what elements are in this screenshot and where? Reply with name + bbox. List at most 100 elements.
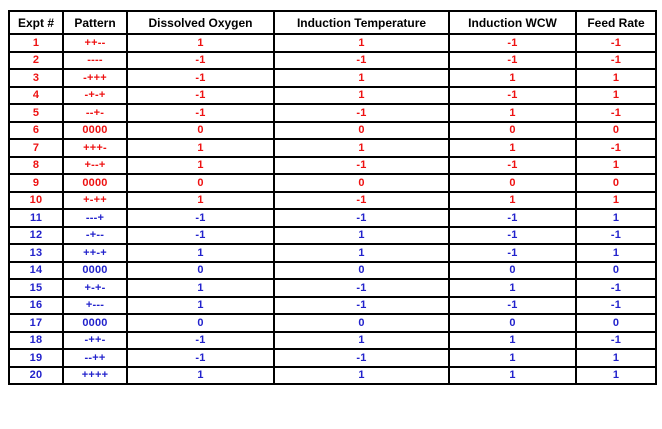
table-row: 13 ++-+ 1 1 -1 1 bbox=[8, 243, 657, 263]
induction-wcw-cell: 0 bbox=[448, 260, 577, 280]
table-row: 9 0000 0 0 0 0 bbox=[8, 173, 657, 193]
feed-rate-cell: 1 bbox=[575, 85, 657, 105]
induction-temperature-cell: 1 bbox=[273, 330, 450, 350]
expt-number-cell: 7 bbox=[8, 138, 64, 158]
column-header: Induction WCW bbox=[448, 10, 577, 35]
feed-rate-cell: -1 bbox=[575, 50, 657, 70]
column-header: Dissolved Oxygen bbox=[126, 10, 275, 35]
induction-wcw-cell: 1 bbox=[448, 68, 577, 88]
feed-rate-cell: -1 bbox=[575, 138, 657, 158]
induction-wcw-cell: 1 bbox=[448, 103, 577, 123]
expt-number-cell: 19 bbox=[8, 348, 64, 368]
induction-wcw-cell: -1 bbox=[448, 50, 577, 70]
table-row: 3 -+++ -1 1 1 1 bbox=[8, 68, 657, 88]
induction-temperature-cell: 1 bbox=[273, 243, 450, 263]
pattern-cell: 0000 bbox=[62, 260, 128, 280]
table-header: Expt # Pattern Dissolved Oxygen Induction T… bbox=[8, 10, 657, 35]
feed-rate-cell: -1 bbox=[575, 295, 657, 315]
pattern-cell: +-+- bbox=[62, 278, 128, 298]
induction-wcw-cell: 1 bbox=[448, 190, 577, 210]
induction-wcw-cell: 1 bbox=[448, 278, 577, 298]
dissolved-oxygen-cell: -1 bbox=[126, 330, 275, 350]
expt-number-cell: 4 bbox=[8, 85, 64, 105]
pattern-cell: +++- bbox=[62, 138, 128, 158]
feed-rate-cell: -1 bbox=[575, 330, 657, 350]
induction-temperature-cell: -1 bbox=[273, 190, 450, 210]
dissolved-oxygen-cell: 1 bbox=[126, 365, 275, 385]
table-row: 4 -+-+ -1 1 -1 1 bbox=[8, 85, 657, 105]
induction-wcw-cell: 0 bbox=[448, 173, 577, 193]
induction-wcw-cell: -1 bbox=[448, 155, 577, 175]
induction-wcw-cell: -1 bbox=[448, 225, 577, 245]
induction-temperature-cell: 1 bbox=[273, 225, 450, 245]
pattern-cell: -+-+ bbox=[62, 85, 128, 105]
induction-temperature-cell: 0 bbox=[273, 313, 450, 333]
pattern-cell: ---- bbox=[62, 50, 128, 70]
induction-temperature-cell: 1 bbox=[273, 138, 450, 158]
feed-rate-cell: 1 bbox=[575, 68, 657, 88]
induction-wcw-cell: 1 bbox=[448, 348, 577, 368]
pattern-cell: -+++ bbox=[62, 68, 128, 88]
feed-rate-cell: 1 bbox=[575, 348, 657, 368]
feed-rate-cell: 0 bbox=[575, 260, 657, 280]
expt-number-cell: 13 bbox=[8, 243, 64, 263]
table-row: 1 ++-- 1 1 -1 -1 bbox=[8, 33, 657, 53]
feed-rate-cell: 1 bbox=[575, 208, 657, 228]
pattern-cell: -++- bbox=[62, 330, 128, 350]
dissolved-oxygen-cell: -1 bbox=[126, 50, 275, 70]
induction-temperature-cell: 0 bbox=[273, 120, 450, 140]
induction-wcw-cell: -1 bbox=[448, 85, 577, 105]
table-row: 20 ++++ 1 1 1 1 bbox=[8, 365, 657, 385]
expt-number-cell: 14 bbox=[8, 260, 64, 280]
table-row: 10 +-++ 1 -1 1 1 bbox=[8, 190, 657, 210]
expt-number-cell: 16 bbox=[8, 295, 64, 315]
table-row: 18 -++- -1 1 1 -1 bbox=[8, 330, 657, 350]
feed-rate-cell: 1 bbox=[575, 155, 657, 175]
feed-rate-cell: 1 bbox=[575, 365, 657, 385]
feed-rate-cell: 0 bbox=[575, 173, 657, 193]
dissolved-oxygen-cell: 1 bbox=[126, 190, 275, 210]
column-header: Induction Temperature bbox=[273, 10, 450, 35]
dissolved-oxygen-cell: 1 bbox=[126, 138, 275, 158]
table-row: 11 ---+ -1 -1 -1 1 bbox=[8, 208, 657, 228]
feed-rate-cell: 1 bbox=[575, 243, 657, 263]
pattern-cell: --+- bbox=[62, 103, 128, 123]
dissolved-oxygen-cell: -1 bbox=[126, 103, 275, 123]
pattern-cell: +-++ bbox=[62, 190, 128, 210]
feed-rate-cell: 1 bbox=[575, 190, 657, 210]
feed-rate-cell: 0 bbox=[575, 313, 657, 333]
table-row: 5 --+- -1 -1 1 -1 bbox=[8, 103, 657, 123]
column-header: Feed Rate bbox=[575, 10, 657, 35]
induction-temperature-cell: -1 bbox=[273, 208, 450, 228]
induction-wcw-cell: 1 bbox=[448, 365, 577, 385]
induction-wcw-cell: -1 bbox=[448, 295, 577, 315]
feed-rate-cell: -1 bbox=[575, 33, 657, 53]
dissolved-oxygen-cell: -1 bbox=[126, 348, 275, 368]
dissolved-oxygen-cell: -1 bbox=[126, 85, 275, 105]
induction-wcw-cell: -1 bbox=[448, 33, 577, 53]
column-header: Pattern bbox=[62, 10, 128, 35]
induction-wcw-cell: -1 bbox=[448, 208, 577, 228]
table-row: 16 +--- 1 -1 -1 -1 bbox=[8, 295, 657, 315]
pattern-cell: 0000 bbox=[62, 120, 128, 140]
expt-number-cell: 5 bbox=[8, 103, 64, 123]
table-row: 17 0000 0 0 0 0 bbox=[8, 313, 657, 333]
expt-number-cell: 8 bbox=[8, 155, 64, 175]
pattern-cell: ---+ bbox=[62, 208, 128, 228]
induction-wcw-cell: 0 bbox=[448, 120, 577, 140]
pattern-cell: ++-+ bbox=[62, 243, 128, 263]
induction-temperature-cell: 0 bbox=[273, 260, 450, 280]
expt-number-cell: 6 bbox=[8, 120, 64, 140]
pattern-cell: --++ bbox=[62, 348, 128, 368]
pattern-cell: 0000 bbox=[62, 173, 128, 193]
induction-temperature-cell: -1 bbox=[273, 295, 450, 315]
induction-temperature-cell: -1 bbox=[273, 278, 450, 298]
expt-number-cell: 2 bbox=[8, 50, 64, 70]
dissolved-oxygen-cell: 1 bbox=[126, 278, 275, 298]
pattern-cell: 0000 bbox=[62, 313, 128, 333]
pattern-cell: +--- bbox=[62, 295, 128, 315]
dissolved-oxygen-cell: -1 bbox=[126, 68, 275, 88]
table-row: 14 0000 0 0 0 0 bbox=[8, 260, 657, 280]
induction-wcw-cell: 0 bbox=[448, 313, 577, 333]
